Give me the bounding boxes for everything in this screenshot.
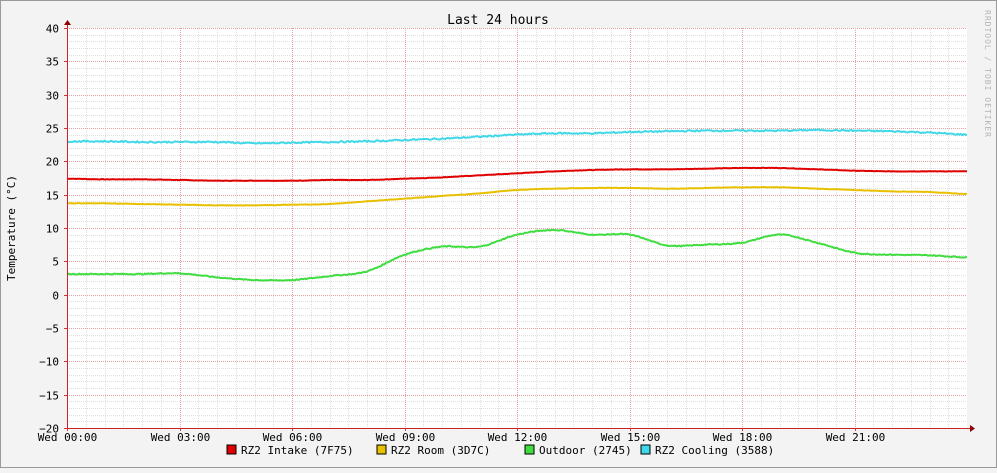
series-layer <box>66 128 968 282</box>
y-tick-label: 40 <box>46 23 59 36</box>
y-axis-label: Temperature (°C) <box>5 175 18 281</box>
axes <box>64 20 975 432</box>
x-tick-label: Wed 06:00 <box>263 431 323 444</box>
series-line-3 <box>66 228 968 282</box>
y-tick-label: 25 <box>46 123 59 136</box>
y-tick-label: −15 <box>39 390 59 403</box>
x-tick-label: Wed 21:00 <box>826 431 886 444</box>
chart-title: Last 24 hours <box>447 13 549 28</box>
y-tick-labels: 40 35 30 25 20 15 10 5 0 −5 −10 −15 −20 <box>39 23 59 436</box>
legend-swatch <box>226 444 237 455</box>
legend-label: RZ2 Cooling (3588) <box>655 444 774 457</box>
y-tick-label: −20 <box>39 423 59 436</box>
x-tick-label: Wed 03:00 <box>151 431 211 444</box>
x-axis-arrow <box>970 425 975 432</box>
y-tick-label: 20 <box>46 156 59 169</box>
y-tick-label: −5 <box>46 323 59 336</box>
series-line-4 <box>66 128 968 145</box>
legend-swatch <box>524 444 535 455</box>
legend-label: RZ2 Room (3D7C) <box>391 444 490 457</box>
rrdtool-watermark: RRDTOOL / TOBI OETIKER <box>983 10 992 138</box>
y-tick-label: 35 <box>46 56 59 69</box>
series-line-1 <box>67 166 968 182</box>
y-tick-label: 10 <box>46 223 59 236</box>
x-tick-label: Wed 00:00 <box>38 431 98 444</box>
x-tick-label: Wed 15:00 <box>601 431 661 444</box>
x-tick-label: Wed 18:00 <box>713 431 773 444</box>
x-tick-label: Wed 12:00 <box>488 431 548 444</box>
x-tick-label: Wed 09:00 <box>376 431 436 444</box>
legend-swatch <box>640 444 651 455</box>
y-tick-label: 5 <box>52 256 59 269</box>
legend-swatch <box>376 444 387 455</box>
legend-label: RZ2 Intake (7F75) <box>241 444 354 457</box>
y-tick-label: −10 <box>39 356 59 369</box>
y-axis-arrow <box>64 20 71 25</box>
y-tick-label: 15 <box>46 190 59 203</box>
y-tick-label: 30 <box>46 90 59 103</box>
legend-label: Outdoor (2745) <box>539 444 632 457</box>
x-tick-labels: Wed 00:00 Wed 03:00 Wed 06:00 Wed 09:00 Wed … <box>38 431 886 444</box>
y-tick-label: 0 <box>52 290 59 303</box>
series-line-2 <box>67 186 968 207</box>
legend: RZ2 Intake (7F75) RZ2 Room (3D7C) Outdoor … <box>226 444 774 457</box>
